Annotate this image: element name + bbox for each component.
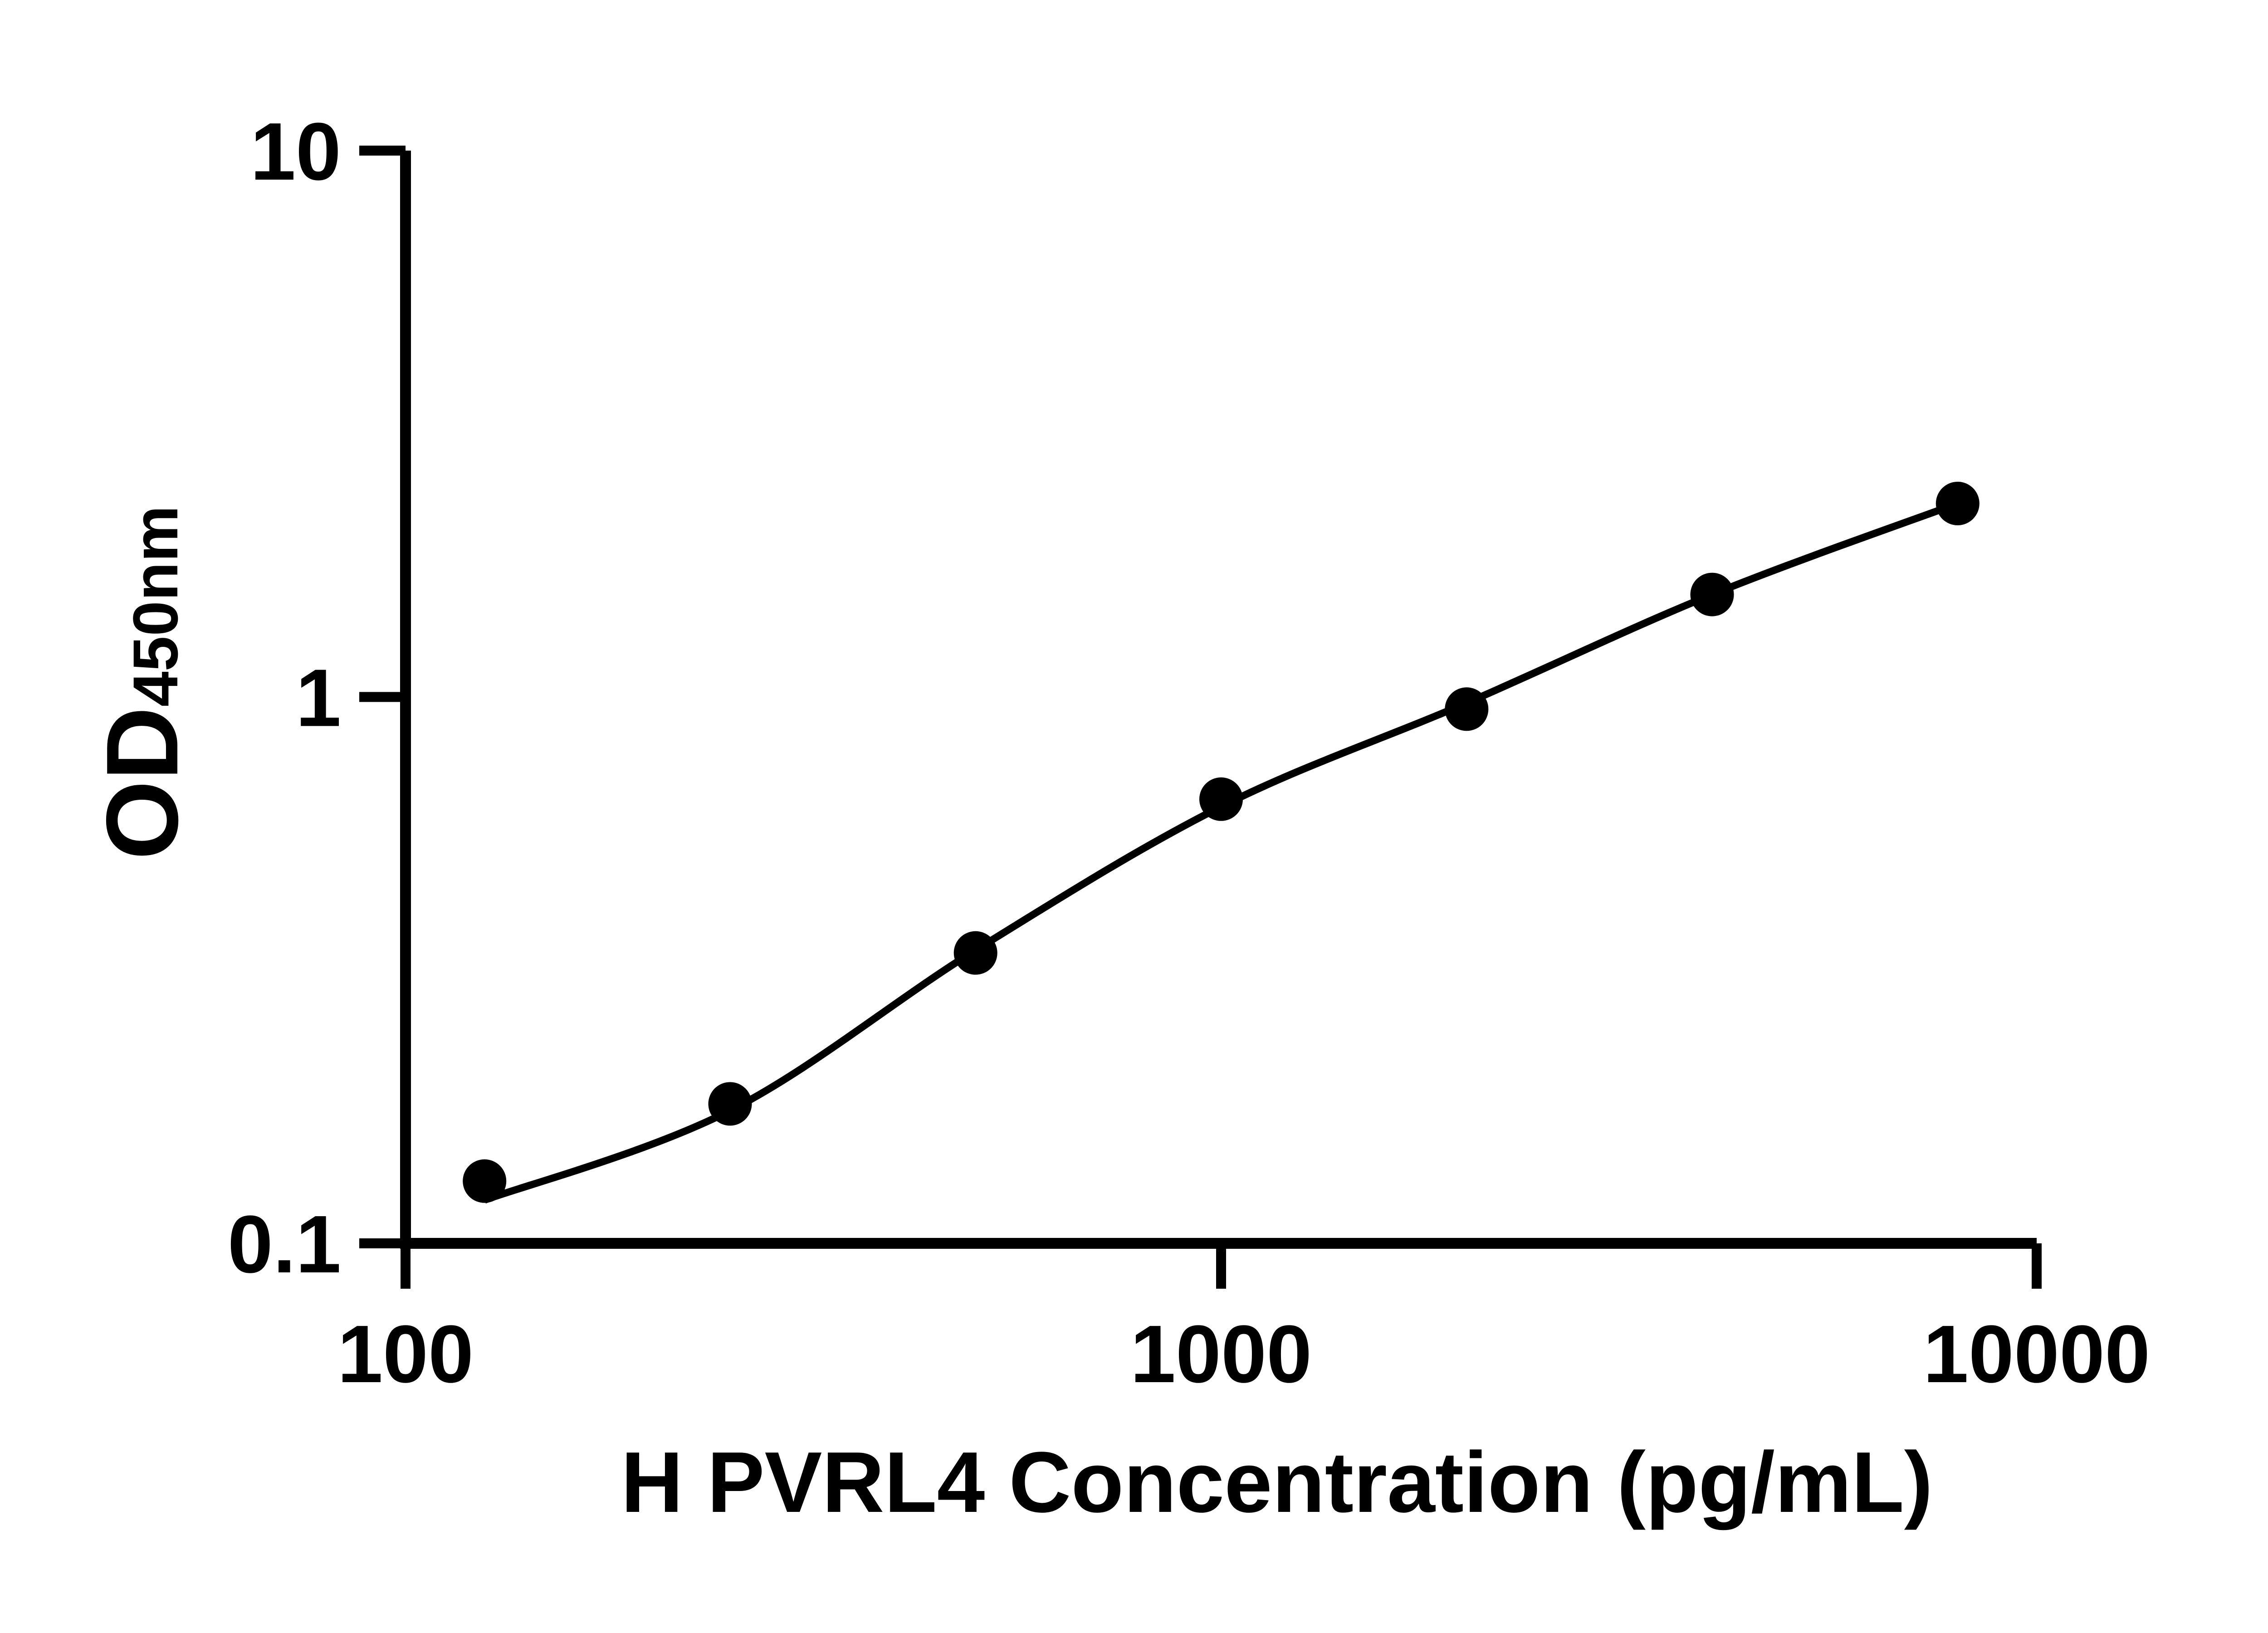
y-axis-tick-label: 10	[250, 106, 341, 197]
y-axis-title-main: OD	[85, 707, 199, 860]
y-axis-tick-label: 1	[296, 653, 341, 744]
y-axis-tick-label: 0.1	[228, 1199, 341, 1290]
fit-curve	[483, 500, 1959, 1204]
y-axis-title: OD450nm	[85, 505, 199, 860]
data-point-marker	[1690, 572, 1734, 616]
data-point-marker	[708, 1082, 752, 1126]
axes-frame	[400, 151, 2037, 1249]
data-point-marker	[953, 931, 997, 975]
x-axis-tick-label: 10000	[1923, 1309, 2151, 1400]
data-point-marker	[1936, 482, 1980, 525]
x-axis-tick-label: 1000	[1130, 1309, 1312, 1400]
x-axis-tick-label: 100	[337, 1309, 474, 1400]
x-axis-title: H PVRL4 Concentration (pg/mL)	[621, 1434, 1933, 1530]
data-point-marker	[463, 1159, 507, 1203]
data-point-marker	[1445, 687, 1489, 731]
y-axis-title-subscript: 450nm	[120, 505, 191, 707]
data-point-marker	[1199, 777, 1243, 821]
